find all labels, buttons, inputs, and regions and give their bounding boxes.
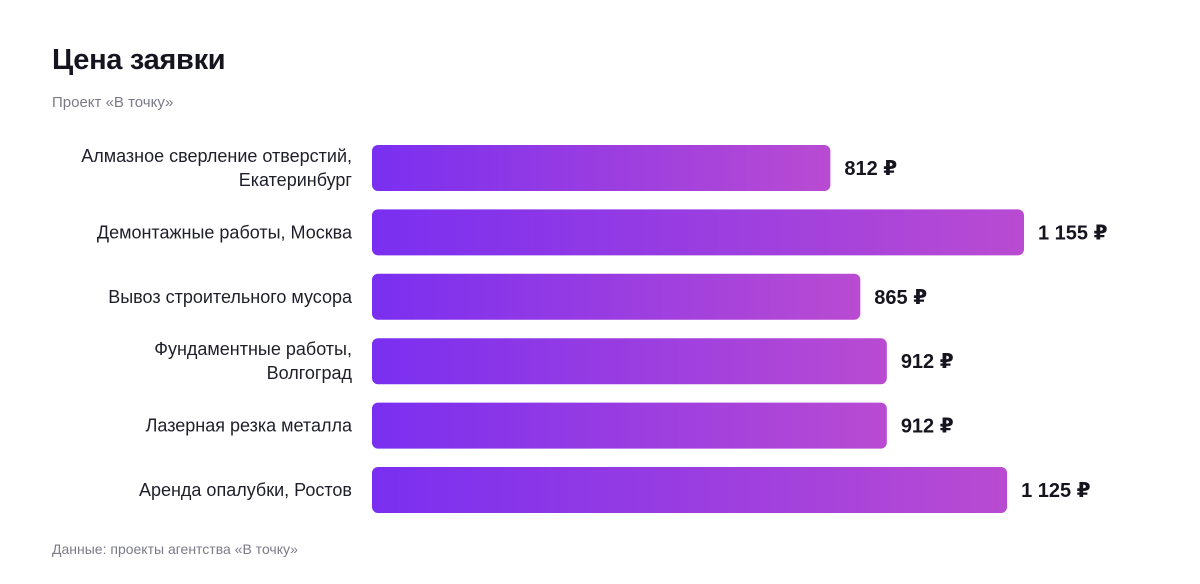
bar-0 — [372, 145, 831, 191]
value-label-5: 1 125 ₽ — [1021, 480, 1091, 502]
category-label-line: Демонтажные работы, Москва — [97, 222, 353, 242]
chart-title: Цена заявки — [52, 44, 226, 76]
category-label-4: Лазерная резка металла — [146, 416, 353, 436]
value-label-3: 912 ₽ — [901, 351, 954, 373]
category-label-line: Волгоград — [267, 363, 353, 383]
category-label-5: Аренда опалубки, Ростов — [139, 480, 352, 500]
value-label-0: 812 ₽ — [844, 158, 897, 180]
value-label-2: 865 ₽ — [874, 287, 927, 309]
bar-1 — [372, 209, 1024, 256]
source-note: Данные: проекты агентства «В точку» — [52, 541, 298, 557]
category-label-0: Алмазное сверление отверстий, Екатеринбур… — [81, 146, 352, 190]
bars-layer: Алмазное сверление отверстий, Екатеринбур… — [81, 145, 1108, 513]
bar-3 — [372, 338, 887, 385]
category-label-1: Демонтажные работы, Москва — [97, 222, 353, 242]
bar-4 — [372, 402, 887, 449]
bar-5 — [372, 467, 1008, 513]
category-label-line: Аренда опалубки, Ростов — [139, 480, 352, 500]
bar-2 — [372, 273, 861, 320]
value-label-4: 912 ₽ — [901, 416, 954, 438]
category-label-2: Вывоз строительного мусора — [108, 287, 353, 307]
category-label-line: Вывоз строительного мусора — [108, 287, 353, 307]
chart-subtitle: Проект «В точку» — [52, 94, 174, 111]
category-label-line: Екатеринбург — [239, 170, 353, 190]
category-label-line: Лазерная резка металла — [146, 416, 353, 436]
category-label-line: Алмазное сверление отверстий, — [81, 146, 352, 166]
category-label-3: Фундаментные работы, Волгоград — [154, 339, 352, 383]
category-label-line: Фундаментные работы, — [154, 339, 352, 359]
value-label-1: 1 155 ₽ — [1038, 222, 1108, 244]
